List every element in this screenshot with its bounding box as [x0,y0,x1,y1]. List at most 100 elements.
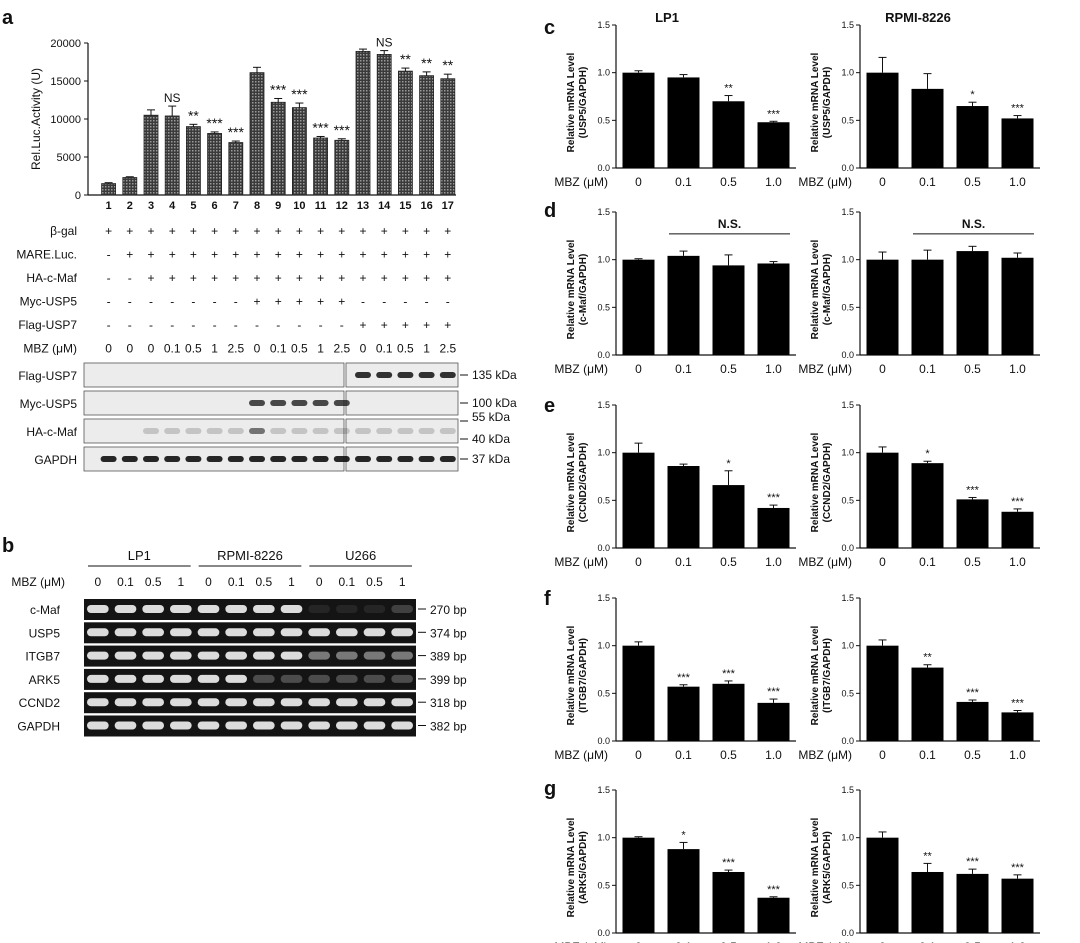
b-gel-band [142,628,164,637]
qpcr-bar [1001,118,1034,168]
qpcr-y-axis-sublabel: (ITGB7/GAPDH) [822,638,833,713]
qpcr-x-tick-label: 0 [879,748,886,762]
b-dose-label: 0.1 [338,575,355,589]
a-lane-number: 4 [169,200,176,212]
qpcr-y-axis-label: Relative mRNA Level [566,52,577,152]
b-dose-label: 1 [177,575,184,589]
a-condition-value: + [296,271,303,285]
qpcr-y-axis-sublabel: (CCND2/GAPDH) [822,443,833,523]
qpcr-x-tick-label: 0.5 [964,555,981,569]
qpcr-bar [956,251,989,355]
a-condition-value: 0.1 [164,342,181,356]
a-significance-label: *** [312,119,329,135]
b-gel-band [391,721,413,730]
a-blot-band [312,400,329,406]
a-condition-value: + [381,248,388,262]
a-condition-value: + [317,271,324,285]
a-condition-value: + [211,271,218,285]
a-blot-band [397,372,414,378]
a-blot-band [397,456,414,462]
qpcr-significance-label: ** [923,850,932,862]
a-condition-value: 2.5 [333,342,350,356]
b-gel-label: USP5 [29,626,61,640]
b-gel-band [363,721,386,730]
a-condition-value: - [213,318,217,332]
a-significance-label: *** [291,86,308,102]
qpcr-bar [757,507,790,548]
qpcr-y-axis-sublabel: (c-Maf/GAPDH) [578,254,589,326]
qpcr-bar [956,106,989,168]
a-condition-value: + [317,248,324,262]
qpcr-y-axis-label: Relative mRNA Level [810,817,821,917]
b-gel-band [142,651,164,660]
b-gel-band [363,628,386,637]
qpcr-bar [757,263,790,355]
a-condition-value: + [423,248,430,262]
a-blot-label: GAPDH [34,453,77,467]
a-blot-band [143,428,159,434]
qpcr-y-tick-label: 1.0 [597,448,610,458]
b-gel [84,715,416,737]
qpcr-bar [911,667,944,741]
a-bar [164,115,180,196]
a-significance-label: ** [400,51,411,67]
qpcr-x-tick-label: 1.0 [1009,748,1026,762]
qpcr-y-axis-label: Relative mRNA Level [566,817,577,917]
b-dose-label: 0.5 [255,575,272,589]
qpcr-y-tick-label: 1.5 [597,207,610,217]
a-condition-value: - [213,295,217,309]
a-condition-label: HA-c-Maf [26,271,77,285]
a-blot-band [291,456,308,462]
qpcr-x-tick-label: 0.5 [964,362,981,376]
b-gel-band [87,674,109,683]
b-cell-line-label: LP1 [128,548,151,563]
b-gel-band [308,605,330,613]
a-lane-number: 7 [233,200,239,212]
qpcr-y-tick-label: 1.0 [841,641,854,651]
a-condition-value: + [359,248,366,262]
qpcr-x-tick-label: 0.5 [964,748,981,762]
a-condition-value: + [147,271,154,285]
a-condition-value: + [359,224,366,238]
a-blot-band [291,428,308,434]
qpcr-y-tick-label: 0.0 [597,543,610,553]
a-condition-value: + [317,224,324,238]
b-gel [84,622,416,644]
b-gel-band [225,605,247,613]
a-blot-membrane [83,362,345,388]
a-condition-label: Flag-USP7 [18,318,77,332]
qpcr-bar [712,485,745,548]
qpcr-x-tick-label: 0.1 [919,555,936,569]
a-condition-value: + [147,224,154,238]
qpcr-x-tick-label: 1.0 [1009,940,1026,943]
a-condition-value: + [253,248,260,262]
b-dose-label: 0 [94,575,101,589]
qpcr-significance-label: *** [1011,862,1025,874]
a-blot-band [249,428,265,434]
a-blot-band [312,456,329,462]
qpcr-bar [712,683,745,741]
a-blot-membrane [345,390,459,416]
qpcr-x-tick-label: 0.5 [720,362,737,376]
b-gel-band [225,698,247,707]
a-condition-value: - [107,318,111,332]
a-condition-value: + [126,248,133,262]
qpcr-bar [911,88,944,168]
qpcr-significance-label: * [681,829,686,841]
a-significance-label: *** [206,115,223,131]
qpcr-y-tick-label: 0.5 [597,115,610,125]
a-blot-size-label: 100 kDa [472,396,517,410]
a-condition-value: 0 [126,342,133,356]
a-blot-band [355,456,371,462]
a-blot-band [333,456,350,462]
qpcr-x-tick-label: 0 [879,362,886,376]
a-blot-band [100,456,117,462]
a-condition-value: + [296,248,303,262]
a-blot-band [376,456,393,462]
qpcr-y-tick-label: 1.0 [841,833,854,843]
a-blot-band [185,428,202,434]
b-gel-band [170,628,192,637]
a-blot-label: HA-c-Maf [26,425,77,439]
qpcr-y-axis-sublabel: (c-Maf/GAPDH) [822,254,833,326]
qpcr-significance-label: *** [677,672,691,684]
